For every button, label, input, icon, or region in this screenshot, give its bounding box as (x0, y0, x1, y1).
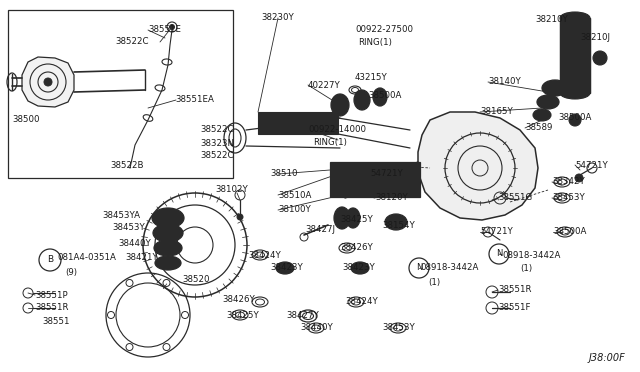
Text: (9): (9) (65, 267, 77, 276)
Text: 38140Y: 38140Y (488, 77, 521, 87)
Text: 38453Y: 38453Y (112, 224, 145, 232)
Text: RING(1): RING(1) (313, 138, 347, 148)
Circle shape (575, 174, 583, 182)
Ellipse shape (542, 80, 568, 96)
Text: 38421Y: 38421Y (125, 253, 157, 263)
Text: 38522C: 38522C (200, 125, 234, 135)
Text: 08918-3442A: 08918-3442A (502, 250, 561, 260)
Text: 38500A: 38500A (553, 228, 586, 237)
Ellipse shape (346, 208, 360, 228)
Ellipse shape (537, 95, 559, 109)
Bar (560, 18, 590, 93)
Ellipse shape (560, 87, 590, 99)
Circle shape (44, 78, 52, 86)
Ellipse shape (152, 208, 184, 228)
Ellipse shape (334, 207, 350, 229)
Circle shape (569, 114, 581, 126)
Text: 38230Y: 38230Y (262, 13, 294, 22)
Text: 54721Y: 54721Y (370, 170, 403, 179)
Text: 38440Y: 38440Y (300, 324, 333, 333)
Text: 38551: 38551 (42, 317, 70, 327)
Circle shape (237, 214, 243, 220)
Text: B: B (47, 256, 53, 264)
Circle shape (170, 25, 175, 29)
Bar (8, 10, 233, 178)
Text: RING(1): RING(1) (358, 38, 392, 46)
Text: 38210J: 38210J (580, 33, 610, 42)
Polygon shape (22, 57, 74, 107)
Text: 38510A: 38510A (278, 190, 312, 199)
Text: 38102Y: 38102Y (215, 186, 248, 195)
Bar (258, 112, 338, 134)
Text: 38522C: 38522C (115, 38, 148, 46)
Text: 38551E: 38551E (148, 26, 181, 35)
Text: 38425Y: 38425Y (226, 311, 259, 320)
Ellipse shape (373, 88, 387, 106)
Text: 38427Y: 38427Y (286, 311, 319, 320)
Ellipse shape (354, 90, 370, 110)
Text: 38323N: 38323N (200, 138, 234, 148)
Polygon shape (418, 112, 538, 220)
Ellipse shape (533, 109, 551, 121)
Text: 38500: 38500 (12, 115, 40, 125)
Text: 38551F: 38551F (498, 304, 531, 312)
Text: 38453Y: 38453Y (552, 193, 585, 202)
Text: 43215Y: 43215Y (355, 74, 388, 83)
Text: 38165Y: 38165Y (480, 108, 513, 116)
Ellipse shape (153, 224, 183, 242)
Text: 38453Y: 38453Y (382, 324, 415, 333)
Text: 38589: 38589 (525, 124, 552, 132)
Text: 38424Y: 38424Y (345, 298, 378, 307)
Ellipse shape (385, 214, 407, 230)
Text: 38510: 38510 (270, 170, 298, 179)
Text: 38551R: 38551R (35, 304, 68, 312)
Circle shape (593, 51, 607, 65)
Text: 38342Y: 38342Y (552, 177, 585, 186)
Text: 38551EA: 38551EA (175, 96, 214, 105)
Text: 38551R: 38551R (498, 285, 531, 295)
Ellipse shape (560, 12, 590, 24)
Text: (1): (1) (428, 278, 440, 286)
Ellipse shape (154, 240, 182, 256)
Ellipse shape (155, 256, 181, 270)
Text: J38:00F: J38:00F (588, 353, 625, 363)
Text: 38453YA: 38453YA (102, 211, 140, 219)
Text: 38425Y: 38425Y (340, 215, 372, 224)
Text: 38500A: 38500A (368, 90, 401, 99)
Text: 38423Y: 38423Y (270, 263, 303, 273)
Text: 54721Y: 54721Y (480, 228, 513, 237)
Text: 38551G: 38551G (498, 193, 532, 202)
Text: 38500A: 38500A (558, 113, 591, 122)
Text: N: N (416, 263, 422, 273)
Text: 38426Y: 38426Y (222, 295, 255, 305)
Text: 38426Y: 38426Y (340, 244, 372, 253)
Text: 081A4-0351A: 081A4-0351A (57, 253, 116, 263)
Text: 54721Y: 54721Y (575, 160, 608, 170)
Text: 08918-3442A: 08918-3442A (420, 263, 478, 273)
Text: 38427J: 38427J (305, 225, 335, 234)
Ellipse shape (351, 262, 369, 274)
Bar (330, 162, 420, 197)
Text: 00922-27500: 00922-27500 (355, 26, 413, 35)
Text: 38423Y: 38423Y (342, 263, 375, 273)
Text: 00922-14000: 00922-14000 (308, 125, 366, 135)
Text: N: N (496, 250, 502, 259)
Text: 38440Y: 38440Y (118, 238, 151, 247)
Text: 38522B: 38522B (110, 160, 143, 170)
Text: 38522C: 38522C (200, 151, 234, 160)
Text: 38424Y: 38424Y (248, 250, 281, 260)
Ellipse shape (331, 94, 349, 116)
Ellipse shape (276, 262, 294, 274)
Text: 38120Y: 38120Y (375, 193, 408, 202)
Text: 38210Y: 38210Y (535, 16, 568, 25)
Text: 38520: 38520 (182, 276, 209, 285)
Text: 38551P: 38551P (35, 291, 68, 299)
Text: (1): (1) (520, 263, 532, 273)
Text: 38100Y: 38100Y (278, 205, 311, 215)
Circle shape (383, 171, 393, 181)
Text: 40227Y: 40227Y (308, 80, 340, 90)
Text: 38154Y: 38154Y (382, 221, 415, 230)
